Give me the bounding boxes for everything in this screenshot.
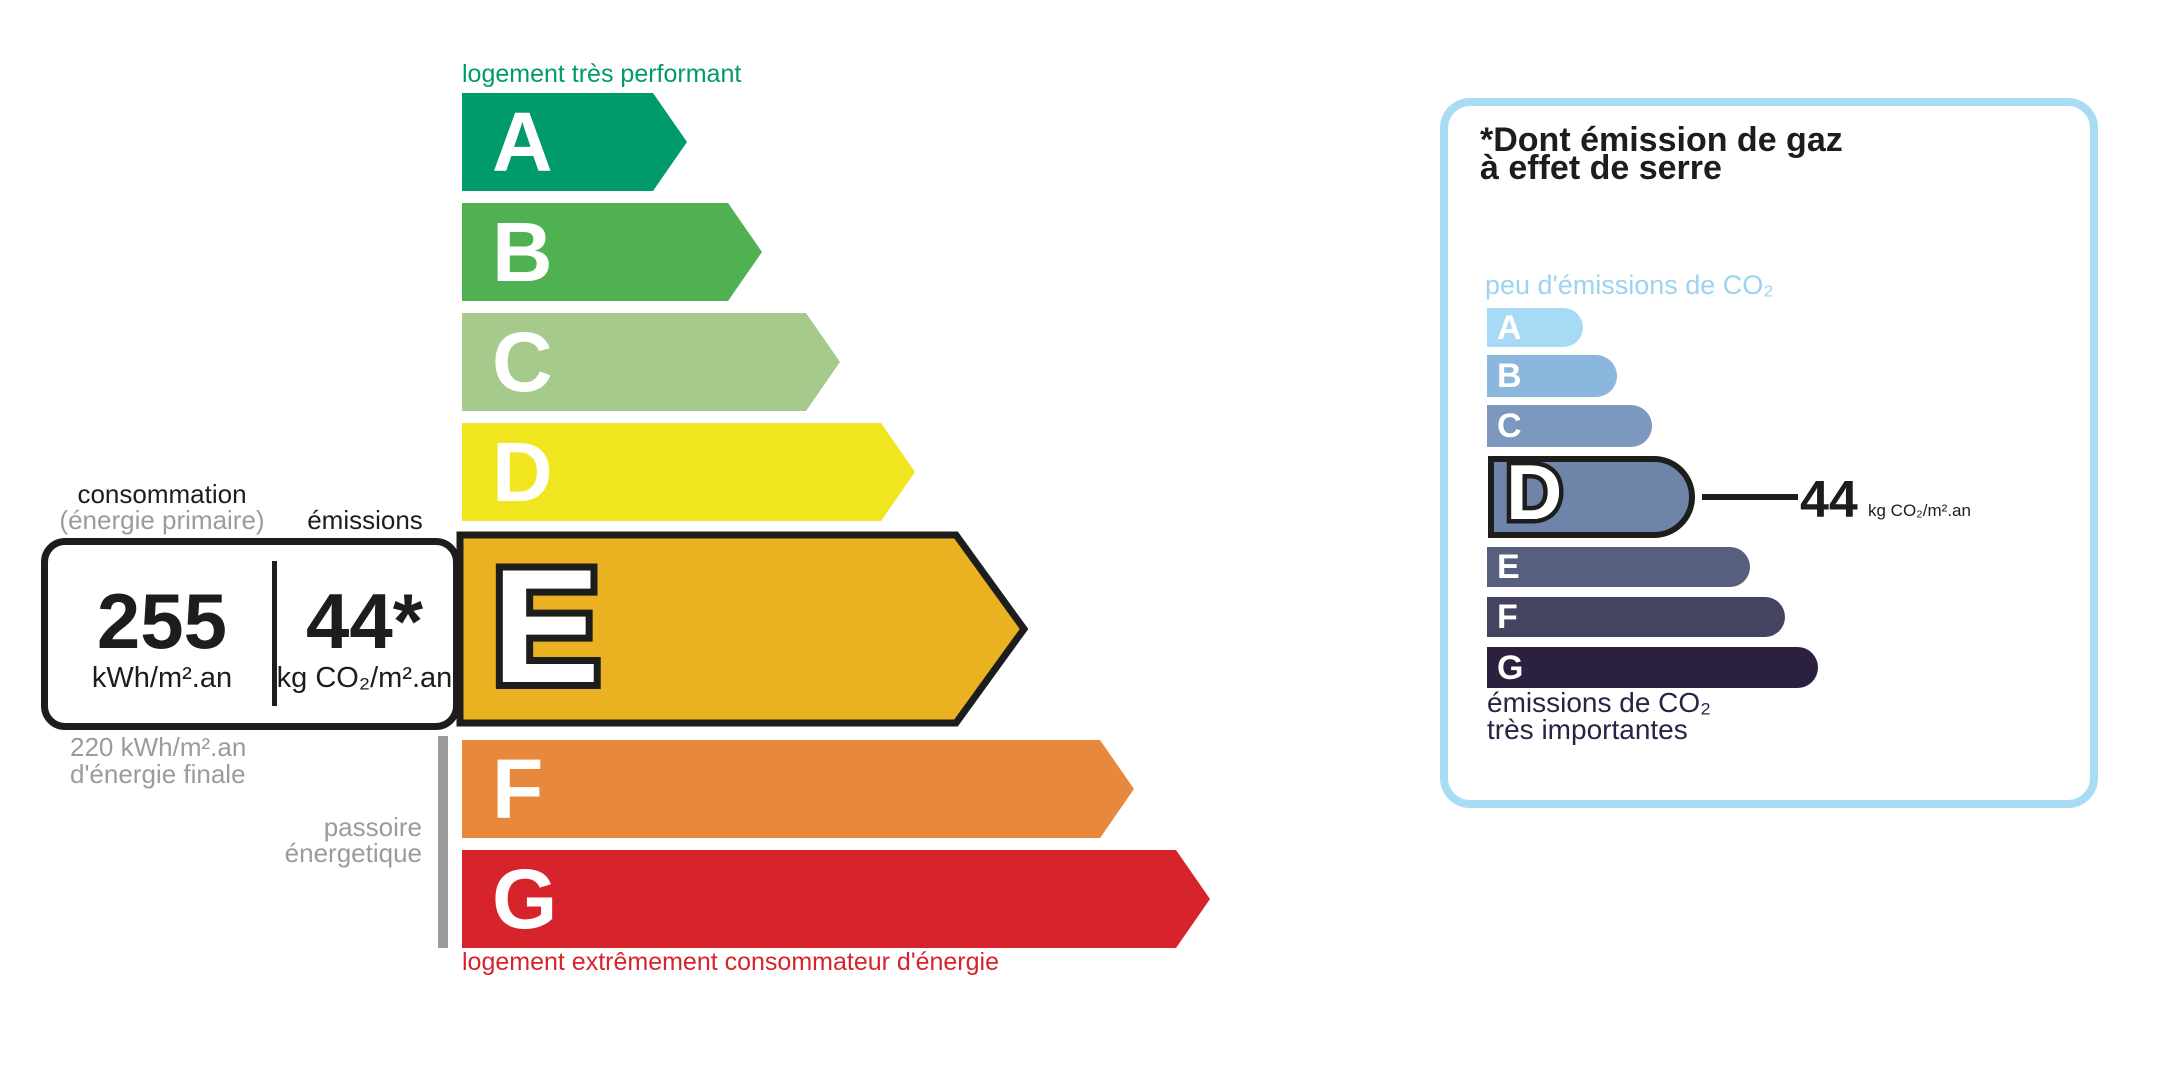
energy-sieve-line1: passoire <box>323 812 422 842</box>
energy-class-e-letter: E <box>492 536 601 717</box>
energy-class-a-arrow: A <box>462 93 687 191</box>
energy-class-c-arrow: C <box>462 313 840 411</box>
score-box: 255 kWh/m².an 44* kg CO₂/m².an <box>41 538 460 730</box>
co2-class-f-letter: F <box>1497 598 1518 636</box>
emissions-cell: 44* kg CO₂/m².an <box>276 545 453 723</box>
consumption-header: consommation <box>77 479 247 509</box>
co2-panel-title-line1: *Dont émission de gaz <box>1480 121 1843 159</box>
consumption-unit: kWh/m².an <box>91 662 233 694</box>
co2-class-c-bar: C <box>1487 405 1652 447</box>
final-energy-note: 220 kWh/m².an d'énergie finale <box>70 734 246 788</box>
energy-class-d-arrow: D <box>462 423 915 521</box>
bottom-caption: logement extrêmement consommateur d'éner… <box>462 948 999 976</box>
energy-class-a-letter: A <box>492 95 553 189</box>
consumption-cell: 255 kWh/m².an <box>48 545 276 723</box>
co2-high-caption-line2: très importantes <box>1487 714 1688 745</box>
co2-class-e-letter: E <box>1497 548 1520 586</box>
co2-class-a-letter: A <box>1497 308 1522 347</box>
co2-class-b-bar: B <box>1487 355 1617 397</box>
emissions-unit: kg CO₂/m².an <box>276 662 453 694</box>
co2-low-caption: peu d'émissions de CO₂ <box>1485 270 1774 300</box>
co2-class-d-letter-outline: D <box>1501 448 1566 536</box>
co2-class-d-letter: D <box>1506 448 1563 536</box>
energy-class-c-letter: C <box>492 315 553 409</box>
co2-panel: *Dont émission de gaz à effet de serre p… <box>1440 98 2098 808</box>
final-energy-line1: 220 kWh/m².an <box>70 732 247 762</box>
energy-class-e-arrow-shape <box>456 531 1028 727</box>
energy-class-g-letter: G <box>492 852 558 946</box>
co2-class-g-letter: G <box>1497 648 1524 687</box>
final-energy-line2: d'énergie finale <box>70 759 246 789</box>
co2-value: 44 <box>1800 471 1858 529</box>
co2-class-g-bar: G <box>1487 647 1818 688</box>
emissions-value: 44* <box>305 577 424 665</box>
energy-sieve-line2: énergetique <box>284 838 422 868</box>
co2-high-caption-line1: émissions de CO₂ <box>1487 687 1712 718</box>
co2-class-f-bar: F <box>1487 597 1785 637</box>
energy-class-b-letter: B <box>492 205 553 299</box>
emissions-header: émissions <box>307 505 423 535</box>
energy-class-e-letter-outline: E <box>485 536 607 717</box>
consumption-value: 255 <box>96 577 228 665</box>
co2-class-b-letter: B <box>1497 357 1522 395</box>
sieve-bracket-bar <box>438 736 448 948</box>
co2-value-unit: kg CO₂/m².an <box>1868 501 1971 520</box>
score-box-divider <box>272 561 277 706</box>
energy-class-g-arrow: G <box>462 850 1210 948</box>
energy-class-b-arrow: B <box>462 203 762 301</box>
energy-class-f-arrow: F <box>462 740 1134 838</box>
co2-panel-title: *Dont émission de gaz à effet de serre <box>1480 121 1843 187</box>
co2-class-a-bar: A <box>1487 308 1583 347</box>
co2-high-caption: émissions de CO₂ très importantes <box>1487 687 1712 745</box>
co2-class-e-bar: E <box>1487 547 1750 587</box>
co2-panel-title-line2: à effet de serre <box>1480 149 1722 187</box>
co2-class-c-letter: C <box>1497 407 1522 445</box>
co2-class-d-bar: D D <box>1488 448 1695 538</box>
energy-class-d-letter: D <box>492 425 553 519</box>
co2-value-callout-line <box>1702 494 1798 500</box>
consumption-subheader: (énergie primaire) <box>59 505 265 535</box>
energy-class-f-letter: F <box>492 742 544 836</box>
energy-class-e-arrow <box>456 531 1028 727</box>
energy-sieve-note: passoire énergetique <box>180 814 422 866</box>
top-caption: logement très performant <box>462 60 742 88</box>
